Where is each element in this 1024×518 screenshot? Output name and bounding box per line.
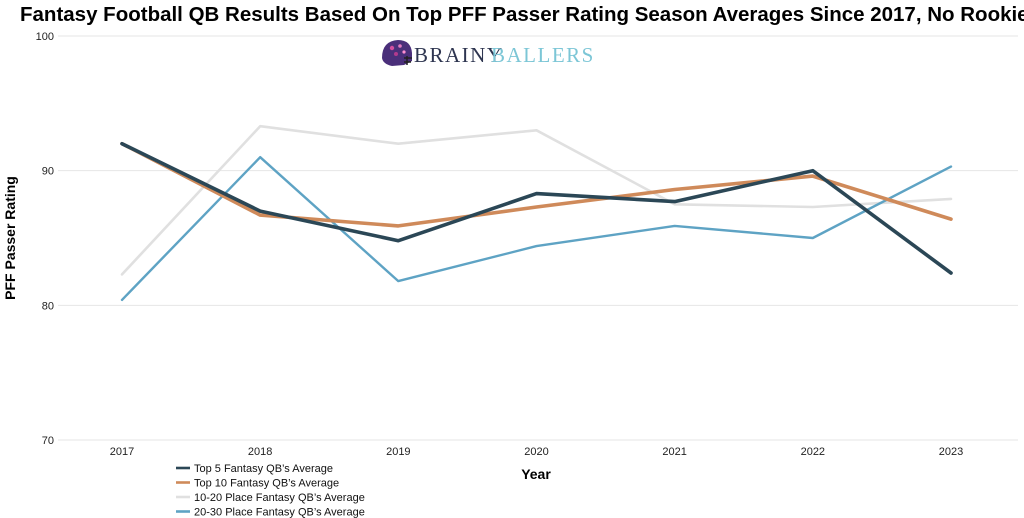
chart-title: Fantasy Football QB Results Based On Top…: [20, 3, 1024, 26]
y-axis-ticks: 70 80 90 100: [36, 31, 54, 447]
legend-label-1: Top 5 Fantasy QB’s Average: [194, 463, 333, 475]
brand-logo: BRAINY BALLERS: [382, 40, 595, 67]
y-tick-label-70: 70: [42, 435, 54, 447]
legend-label-2: Top 10 Fantasy QB’s Average: [194, 478, 339, 490]
x-tick-label-2021: 2021: [662, 446, 686, 458]
series-line-4: [120, 155, 953, 302]
helmet-icon: [382, 40, 412, 66]
x-tick-label-2023: 2023: [939, 446, 963, 458]
logo-word-brainy: BRAINY: [414, 43, 504, 67]
legend-label-4: 20-30 Place Fantasy QB’s Average: [194, 507, 365, 518]
x-tick-label-2018: 2018: [248, 446, 272, 458]
x-tick-label-2020: 2020: [524, 446, 548, 458]
x-tick-label-2019: 2019: [386, 446, 410, 458]
logo-word-ballers: BALLERS: [491, 43, 595, 67]
series-line-3: [120, 124, 953, 276]
x-axis-label: Year: [521, 466, 551, 482]
legend: Top 5 Fantasy QB’s Average Top 10 Fantasy…: [176, 463, 365, 518]
series-line-2: [120, 141, 953, 228]
x-axis-ticks: 2017 2018 2019 2020 2021 2022 2023: [110, 446, 963, 458]
grid: [58, 35, 1018, 441]
x-tick-label-2022: 2022: [801, 446, 825, 458]
x-tick-label-2017: 2017: [110, 446, 134, 458]
y-tick-label-100: 100: [36, 31, 54, 43]
y-axis-label: PFF Passer Rating: [2, 176, 18, 300]
y-tick-label-80: 80: [42, 300, 54, 312]
y-tick-label-90: 90: [42, 166, 54, 178]
series-lines: [120, 124, 953, 302]
legend-label-3: 10-20 Place Fantasy QB’s Average: [194, 492, 365, 504]
series-line-1: [120, 141, 953, 275]
